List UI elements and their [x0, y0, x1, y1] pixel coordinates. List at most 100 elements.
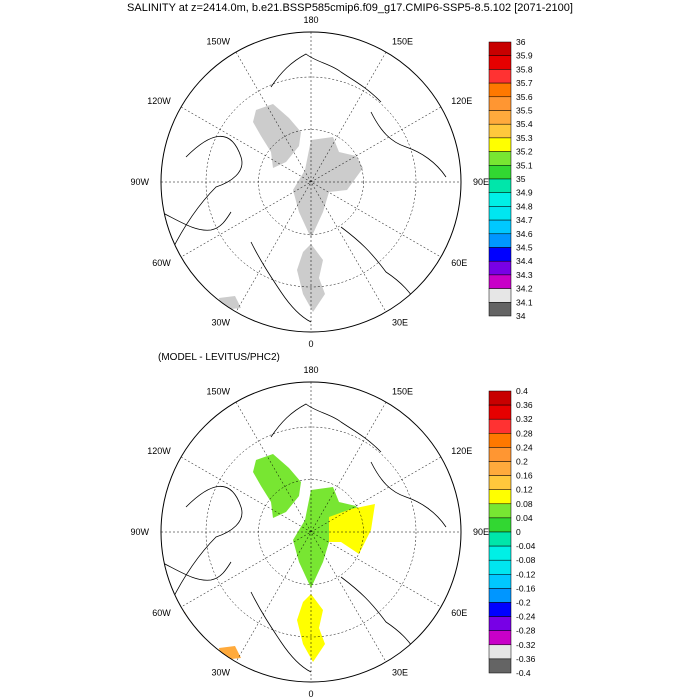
colorbar-1: 36 35.9 35.8 35.7 35.6 35.5 35.4 35.3 35.2 35.1 35…: [488, 37, 533, 321]
colorbar-tick-label: -0.36: [516, 654, 536, 664]
coastline: [270, 403, 382, 453]
colorbar-swatch: [488, 123, 512, 139]
figure-title: SALINITY at z=2414.0m, b.e21.BSSP585cmip…: [127, 2, 573, 14]
colorbar-tick-label: -0.32: [516, 640, 536, 650]
colorbar-tick-label: 35.6: [516, 92, 533, 102]
colorbar-swatch: [488, 404, 512, 420]
colorbar-tick-label: 35.7: [516, 78, 533, 88]
colorbar-swatch: [488, 151, 512, 166]
polar-map-panel-1: 180 150E 120E 90E 60E 30E 0 30W 60W 90W 120W 150W: [130, 15, 489, 349]
longitude-label: 180: [303, 15, 318, 25]
colorbar-swatch: [488, 206, 512, 221]
colorbar-swatch: [488, 178, 512, 193]
region-eurasian-basin: [293, 137, 363, 238]
polar-map-panel-2: 180 150E 120E 90E 60E 30E 0 30W 60W 90W 120W 150W: [130, 365, 489, 699]
map-border: [160, 31, 462, 333]
colorbar-tick-label: 34: [516, 311, 526, 321]
colorbar-tick-label: 35.1: [516, 160, 533, 170]
colorbar-tick-label: 35.9: [516, 51, 533, 61]
colorbar-tick-label: 35.4: [516, 119, 533, 129]
colorbar-tick-label: 0: [516, 527, 521, 537]
longitude-label: 60E: [451, 258, 467, 268]
longitude-label: 150E: [392, 387, 413, 397]
longitude-label: 30W: [211, 317, 230, 327]
colorbar-tick-label: 0.24: [516, 442, 533, 452]
colorbar-swatch: [488, 531, 512, 547]
colorbar-swatch: [488, 233, 512, 248]
colorbar-swatch: [488, 503, 512, 519]
coastline: [250, 241, 312, 323]
longitude-label: 180: [303, 365, 318, 375]
colorbar-swatch: [488, 302, 512, 317]
colorbar-tick-label: -0.4: [516, 668, 531, 678]
colorbar-swatch: [488, 110, 512, 125]
longitude-label: 90E: [473, 527, 489, 537]
colorbar-swatch: [488, 274, 512, 289]
longitude-label: 150E: [392, 37, 413, 47]
colorbar-tick-label: 35.2: [516, 147, 533, 157]
colorbar-swatch: [488, 69, 512, 84]
coastline: [250, 591, 312, 673]
colorbar-swatch: [488, 447, 512, 462]
colorbar-swatch: [488, 137, 512, 152]
longitude-label: 90E: [473, 177, 489, 187]
colorbar-tick-label: -0.12: [516, 569, 536, 579]
colorbar-swatch: [488, 475, 512, 490]
colorbar-swatch: [488, 82, 512, 98]
colorbar-tick-label: 34.1: [516, 297, 533, 307]
colorbar-tick-label: 0.16: [516, 471, 533, 481]
longitude-label: 120E: [451, 446, 472, 456]
colorbar-swatch: [488, 489, 512, 505]
colorbar-swatch: [488, 658, 512, 674]
colorbar-tick-label: -0.28: [516, 626, 536, 636]
colorbar-tick-label: 34.6: [516, 229, 533, 239]
colorbar-swatch: [488, 288, 512, 303]
longitude-label: 30E: [392, 317, 408, 327]
colorbar-tick-label: -0.2: [516, 598, 531, 608]
colorbar-swatch: [488, 247, 512, 262]
colorbar-swatch: [488, 559, 512, 575]
longitude-label: 120W: [147, 96, 171, 106]
colorbar-tick-label: 34.9: [516, 188, 533, 198]
colorbar-2: 0.4 0.36 0.32 0.28 0.24 0.2 0.16 0.12 0.08 0.04 0 -…: [488, 386, 536, 678]
colorbar-swatch: [488, 192, 512, 207]
coastline: [161, 211, 232, 231]
colorbar-tick-label: 35.8: [516, 64, 533, 74]
coastline: [270, 53, 382, 103]
colorbar-swatch: [488, 418, 512, 434]
longitude-label: 60W: [152, 258, 171, 268]
colorbar-tick-label: 34.2: [516, 284, 533, 294]
coastline: [161, 561, 232, 581]
colorbar-tick-label: -0.04: [516, 541, 536, 551]
longitude-label: 0: [308, 689, 313, 699]
colorbar-tick-label: 0.08: [516, 499, 533, 509]
coastline: [370, 461, 447, 528]
coastline: [370, 111, 447, 178]
colorbar-swatch: [488, 219, 512, 235]
meridian-line: [180, 456, 442, 608]
longitude-label: 60W: [152, 608, 171, 618]
colorbar-swatch: [488, 461, 512, 476]
colorbar-tick-label: 35.5: [516, 106, 533, 116]
colorbar-swatch: [488, 574, 512, 589]
colorbar-tick-label: 34.7: [516, 215, 533, 225]
colorbar-tick-label: 35: [516, 174, 526, 184]
longitude-label: 0: [308, 339, 313, 349]
colorbar-tick-label: 0.32: [516, 414, 533, 424]
longitude-label: 60E: [451, 608, 467, 618]
colorbar-tick-label: 34.5: [516, 243, 533, 253]
colorbar-swatch: [488, 616, 512, 631]
colorbar-tick-label: 0.04: [516, 513, 533, 523]
colorbar-swatch: [488, 545, 512, 561]
colorbar-tick-label: 34.4: [516, 256, 533, 266]
colorbar-swatch: [488, 517, 512, 533]
colorbar-swatch: [488, 96, 512, 111]
colorbar-tick-label: -0.16: [516, 583, 536, 593]
difference-panel-title: (MODEL - LEVITUS/PHC2): [158, 352, 280, 363]
longitude-label: 120E: [451, 96, 472, 106]
colorbar-tick-label: 34.8: [516, 201, 533, 211]
colorbar-swatch: [488, 41, 512, 56]
colorbar-swatch: [488, 390, 512, 406]
colorbar-tick-label: 0.2: [516, 457, 528, 467]
colorbar-tick-label: 0.28: [516, 428, 533, 438]
